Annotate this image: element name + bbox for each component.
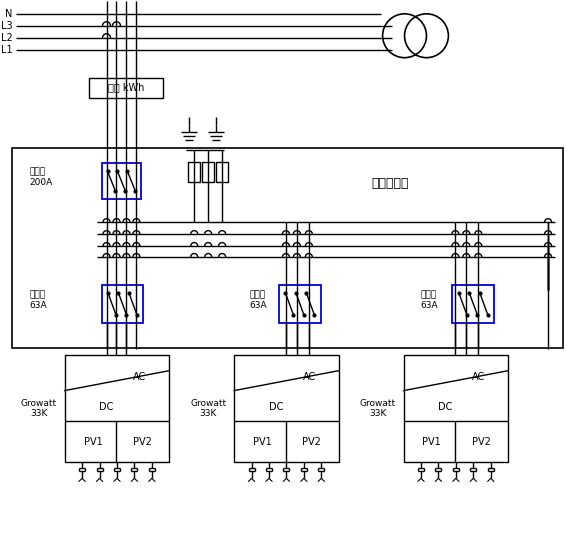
- Bar: [189, 163, 200, 182]
- Bar: [453, 285, 494, 323]
- Bar: [234, 355, 339, 462]
- Text: DC: DC: [438, 401, 453, 411]
- Bar: [101, 285, 143, 323]
- Text: PV2: PV2: [472, 438, 490, 447]
- Text: 电表 kWh: 电表 kWh: [108, 83, 144, 93]
- Text: PV1: PV1: [422, 438, 441, 447]
- Text: 断路器
63A: 断路器 63A: [249, 290, 266, 310]
- Text: PV1: PV1: [253, 438, 272, 447]
- Text: L2: L2: [1, 33, 13, 43]
- Bar: [89, 78, 163, 98]
- Text: N: N: [5, 9, 13, 19]
- Text: AC: AC: [472, 372, 485, 382]
- Bar: [279, 285, 321, 323]
- Text: L1: L1: [1, 45, 13, 55]
- Text: AC: AC: [134, 372, 147, 382]
- Text: 交流汇流筱: 交流汇流筱: [372, 177, 409, 190]
- Bar: [216, 163, 228, 182]
- Bar: [12, 148, 563, 348]
- Text: PV2: PV2: [302, 438, 321, 447]
- Text: Growatt
33K: Growatt 33K: [190, 399, 226, 418]
- Text: PV1: PV1: [84, 438, 102, 447]
- Bar: [101, 163, 142, 199]
- Text: AC: AC: [303, 372, 316, 382]
- Bar: [65, 355, 169, 462]
- Text: 断路器
63A: 断路器 63A: [421, 290, 438, 310]
- Bar: [403, 355, 508, 462]
- Text: 断路器
63A: 断路器 63A: [30, 290, 48, 310]
- Text: DC: DC: [269, 401, 283, 411]
- Text: PV2: PV2: [133, 438, 151, 447]
- Text: 断路器
200A: 断路器 200A: [30, 167, 53, 187]
- Bar: [202, 163, 214, 182]
- Text: Growatt
33K: Growatt 33K: [21, 399, 57, 418]
- Text: Growatt
33K: Growatt 33K: [360, 399, 396, 418]
- Text: L3: L3: [1, 21, 13, 31]
- Text: DC: DC: [99, 401, 113, 411]
